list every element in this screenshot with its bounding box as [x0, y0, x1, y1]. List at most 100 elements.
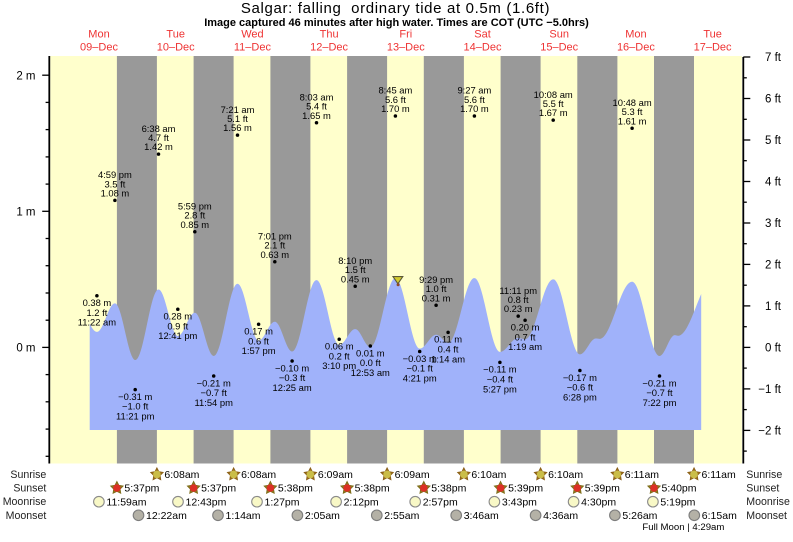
svg-text:6:10am: 6:10am	[548, 469, 583, 481]
svg-text:6:11am: 6:11am	[625, 469, 659, 481]
svg-text:Wed: Wed	[241, 29, 263, 41]
svg-text:0.45 m: 0.45 m	[341, 273, 370, 284]
svg-text:Moonset: Moonset	[746, 510, 787, 522]
svg-text:4:21 pm: 4:21 pm	[403, 372, 437, 383]
svg-text:1.56 m: 1.56 m	[223, 122, 252, 133]
svg-text:0.06 m: 0.06 m	[325, 341, 354, 352]
svg-text:0.85 m: 0.85 m	[180, 219, 209, 230]
svg-text:10–Dec: 10–Dec	[157, 42, 195, 54]
svg-text:−0.6 ft: −0.6 ft	[567, 382, 594, 393]
svg-text:1.70 m: 1.70 m	[381, 103, 410, 114]
svg-text:−0.21 m: −0.21 m	[642, 377, 676, 388]
svg-text:0.8 ft: 0.8 ft	[508, 294, 529, 305]
svg-text:5:39pm: 5:39pm	[585, 483, 620, 495]
svg-text:0 m: 0 m	[16, 343, 35, 355]
svg-text:2:55am: 2:55am	[384, 510, 419, 522]
svg-text:3:46am: 3:46am	[464, 510, 499, 522]
svg-text:5.4 ft: 5.4 ft	[306, 101, 327, 112]
svg-text:4.7 ft: 4.7 ft	[148, 132, 169, 143]
svg-text:5.1 ft: 5.1 ft	[227, 113, 248, 124]
svg-text:0.6 ft: 0.6 ft	[248, 335, 269, 346]
svg-text:13–Dec: 13–Dec	[387, 42, 425, 54]
svg-text:−0.10 m: −0.10 m	[275, 362, 309, 373]
svg-text:11:59am: 11:59am	[106, 496, 146, 508]
svg-text:Sat: Sat	[474, 29, 491, 41]
svg-text:09–Dec: 09–Dec	[80, 42, 118, 54]
svg-text:Moonrise: Moonrise	[746, 496, 790, 508]
svg-text:1:19 am: 1:19 am	[508, 341, 542, 352]
svg-text:12:41 pm: 12:41 pm	[158, 330, 197, 341]
svg-text:11:11 pm: 11:11 pm	[499, 285, 537, 296]
svg-text:2 m: 2 m	[16, 70, 35, 82]
svg-text:7:21 am: 7:21 am	[221, 104, 255, 115]
svg-text:6:08am: 6:08am	[241, 469, 276, 481]
svg-text:1 m: 1 m	[16, 206, 35, 218]
svg-text:1.08 m: 1.08 m	[101, 188, 130, 199]
svg-text:Thu: Thu	[320, 29, 339, 41]
svg-text:0.63 m: 0.63 m	[260, 249, 289, 260]
svg-text:2.1 ft: 2.1 ft	[264, 240, 285, 251]
svg-text:5:39pm: 5:39pm	[508, 483, 543, 495]
svg-text:0.2 ft: 0.2 ft	[329, 350, 350, 361]
svg-text:2:12pm: 2:12pm	[344, 496, 379, 508]
svg-text:Moonrise: Moonrise	[3, 496, 47, 508]
svg-text:3 ft: 3 ft	[765, 218, 782, 230]
svg-text:0.20 m: 0.20 m	[511, 322, 540, 333]
svg-text:4:36am: 4:36am	[543, 510, 578, 522]
svg-text:Sunset: Sunset	[13, 483, 46, 495]
svg-text:11:22 am: 11:22 am	[78, 317, 117, 328]
svg-text:6:08am: 6:08am	[164, 469, 199, 481]
svg-text:11:54 pm: 11:54 pm	[194, 397, 233, 408]
svg-text:6:28 pm: 6:28 pm	[563, 391, 597, 402]
svg-text:10:08 am: 10:08 am	[534, 89, 573, 100]
svg-text:11–Dec: 11–Dec	[234, 42, 272, 54]
svg-text:15–Dec: 15–Dec	[540, 42, 578, 54]
svg-text:12:25 am: 12:25 am	[273, 382, 312, 393]
svg-text:3:43pm: 3:43pm	[502, 496, 537, 508]
svg-text:Fri: Fri	[399, 29, 412, 41]
svg-text:0.17 m: 0.17 m	[244, 326, 273, 337]
svg-text:1.5 ft: 1.5 ft	[345, 264, 366, 275]
svg-text:−0.1 ft: −0.1 ft	[407, 363, 434, 374]
svg-text:0.7 ft: 0.7 ft	[515, 331, 536, 342]
svg-text:5:59 pm: 5:59 pm	[178, 200, 212, 211]
svg-text:Mon: Mon	[625, 29, 646, 41]
svg-text:Sunrise: Sunrise	[746, 469, 782, 481]
svg-text:2:05am: 2:05am	[305, 510, 340, 522]
svg-text:2 ft: 2 ft	[765, 260, 782, 272]
svg-text:0.11 m: 0.11 m	[434, 334, 462, 345]
svg-text:3.5 ft: 3.5 ft	[104, 178, 125, 189]
svg-text:6:15am: 6:15am	[702, 510, 737, 522]
svg-text:1:27pm: 1:27pm	[265, 496, 300, 508]
svg-text:7:22 pm: 7:22 pm	[643, 397, 677, 408]
svg-text:−0.3 ft: −0.3 ft	[279, 372, 306, 383]
svg-text:0.23 m: 0.23 m	[504, 303, 533, 314]
svg-text:5.3 ft: 5.3 ft	[622, 106, 643, 117]
svg-text:Tue: Tue	[703, 29, 722, 41]
svg-text:Moonset: Moonset	[6, 510, 47, 522]
svg-text:Sunrise: Sunrise	[10, 469, 46, 481]
svg-text:−0.21 m: −0.21 m	[197, 377, 231, 388]
svg-text:12–Dec: 12–Dec	[310, 42, 348, 54]
svg-text:Image captured 46 minutes afte: Image captured 46 minutes after high wat…	[204, 17, 589, 29]
svg-text:2:57pm: 2:57pm	[423, 496, 458, 508]
svg-text:1:57 pm: 1:57 pm	[242, 345, 276, 356]
svg-text:5 ft: 5 ft	[765, 135, 782, 147]
svg-text:7 ft: 7 ft	[765, 52, 782, 64]
svg-text:1.42 m: 1.42 m	[144, 141, 173, 152]
svg-text:5:37pm: 5:37pm	[124, 483, 159, 495]
svg-text:1.61 m: 1.61 m	[618, 115, 647, 126]
svg-text:−0.03 m: −0.03 m	[403, 353, 437, 364]
svg-text:7:01 pm: 7:01 pm	[258, 230, 292, 241]
svg-text:0.0 ft: 0.0 ft	[360, 357, 381, 368]
svg-text:6:11am: 6:11am	[702, 469, 736, 481]
svg-text:Tue: Tue	[166, 29, 185, 41]
svg-text:5:26am: 5:26am	[622, 510, 657, 522]
svg-text:6:09am: 6:09am	[318, 469, 353, 481]
svg-text:−0.11 m: −0.11 m	[483, 364, 517, 375]
svg-text:5.5 ft: 5.5 ft	[543, 98, 564, 109]
svg-text:Mon: Mon	[88, 29, 109, 41]
svg-text:12:43pm: 12:43pm	[186, 496, 227, 508]
svg-text:1:14 am: 1:14 am	[431, 353, 465, 364]
svg-text:17–Dec: 17–Dec	[694, 42, 732, 54]
